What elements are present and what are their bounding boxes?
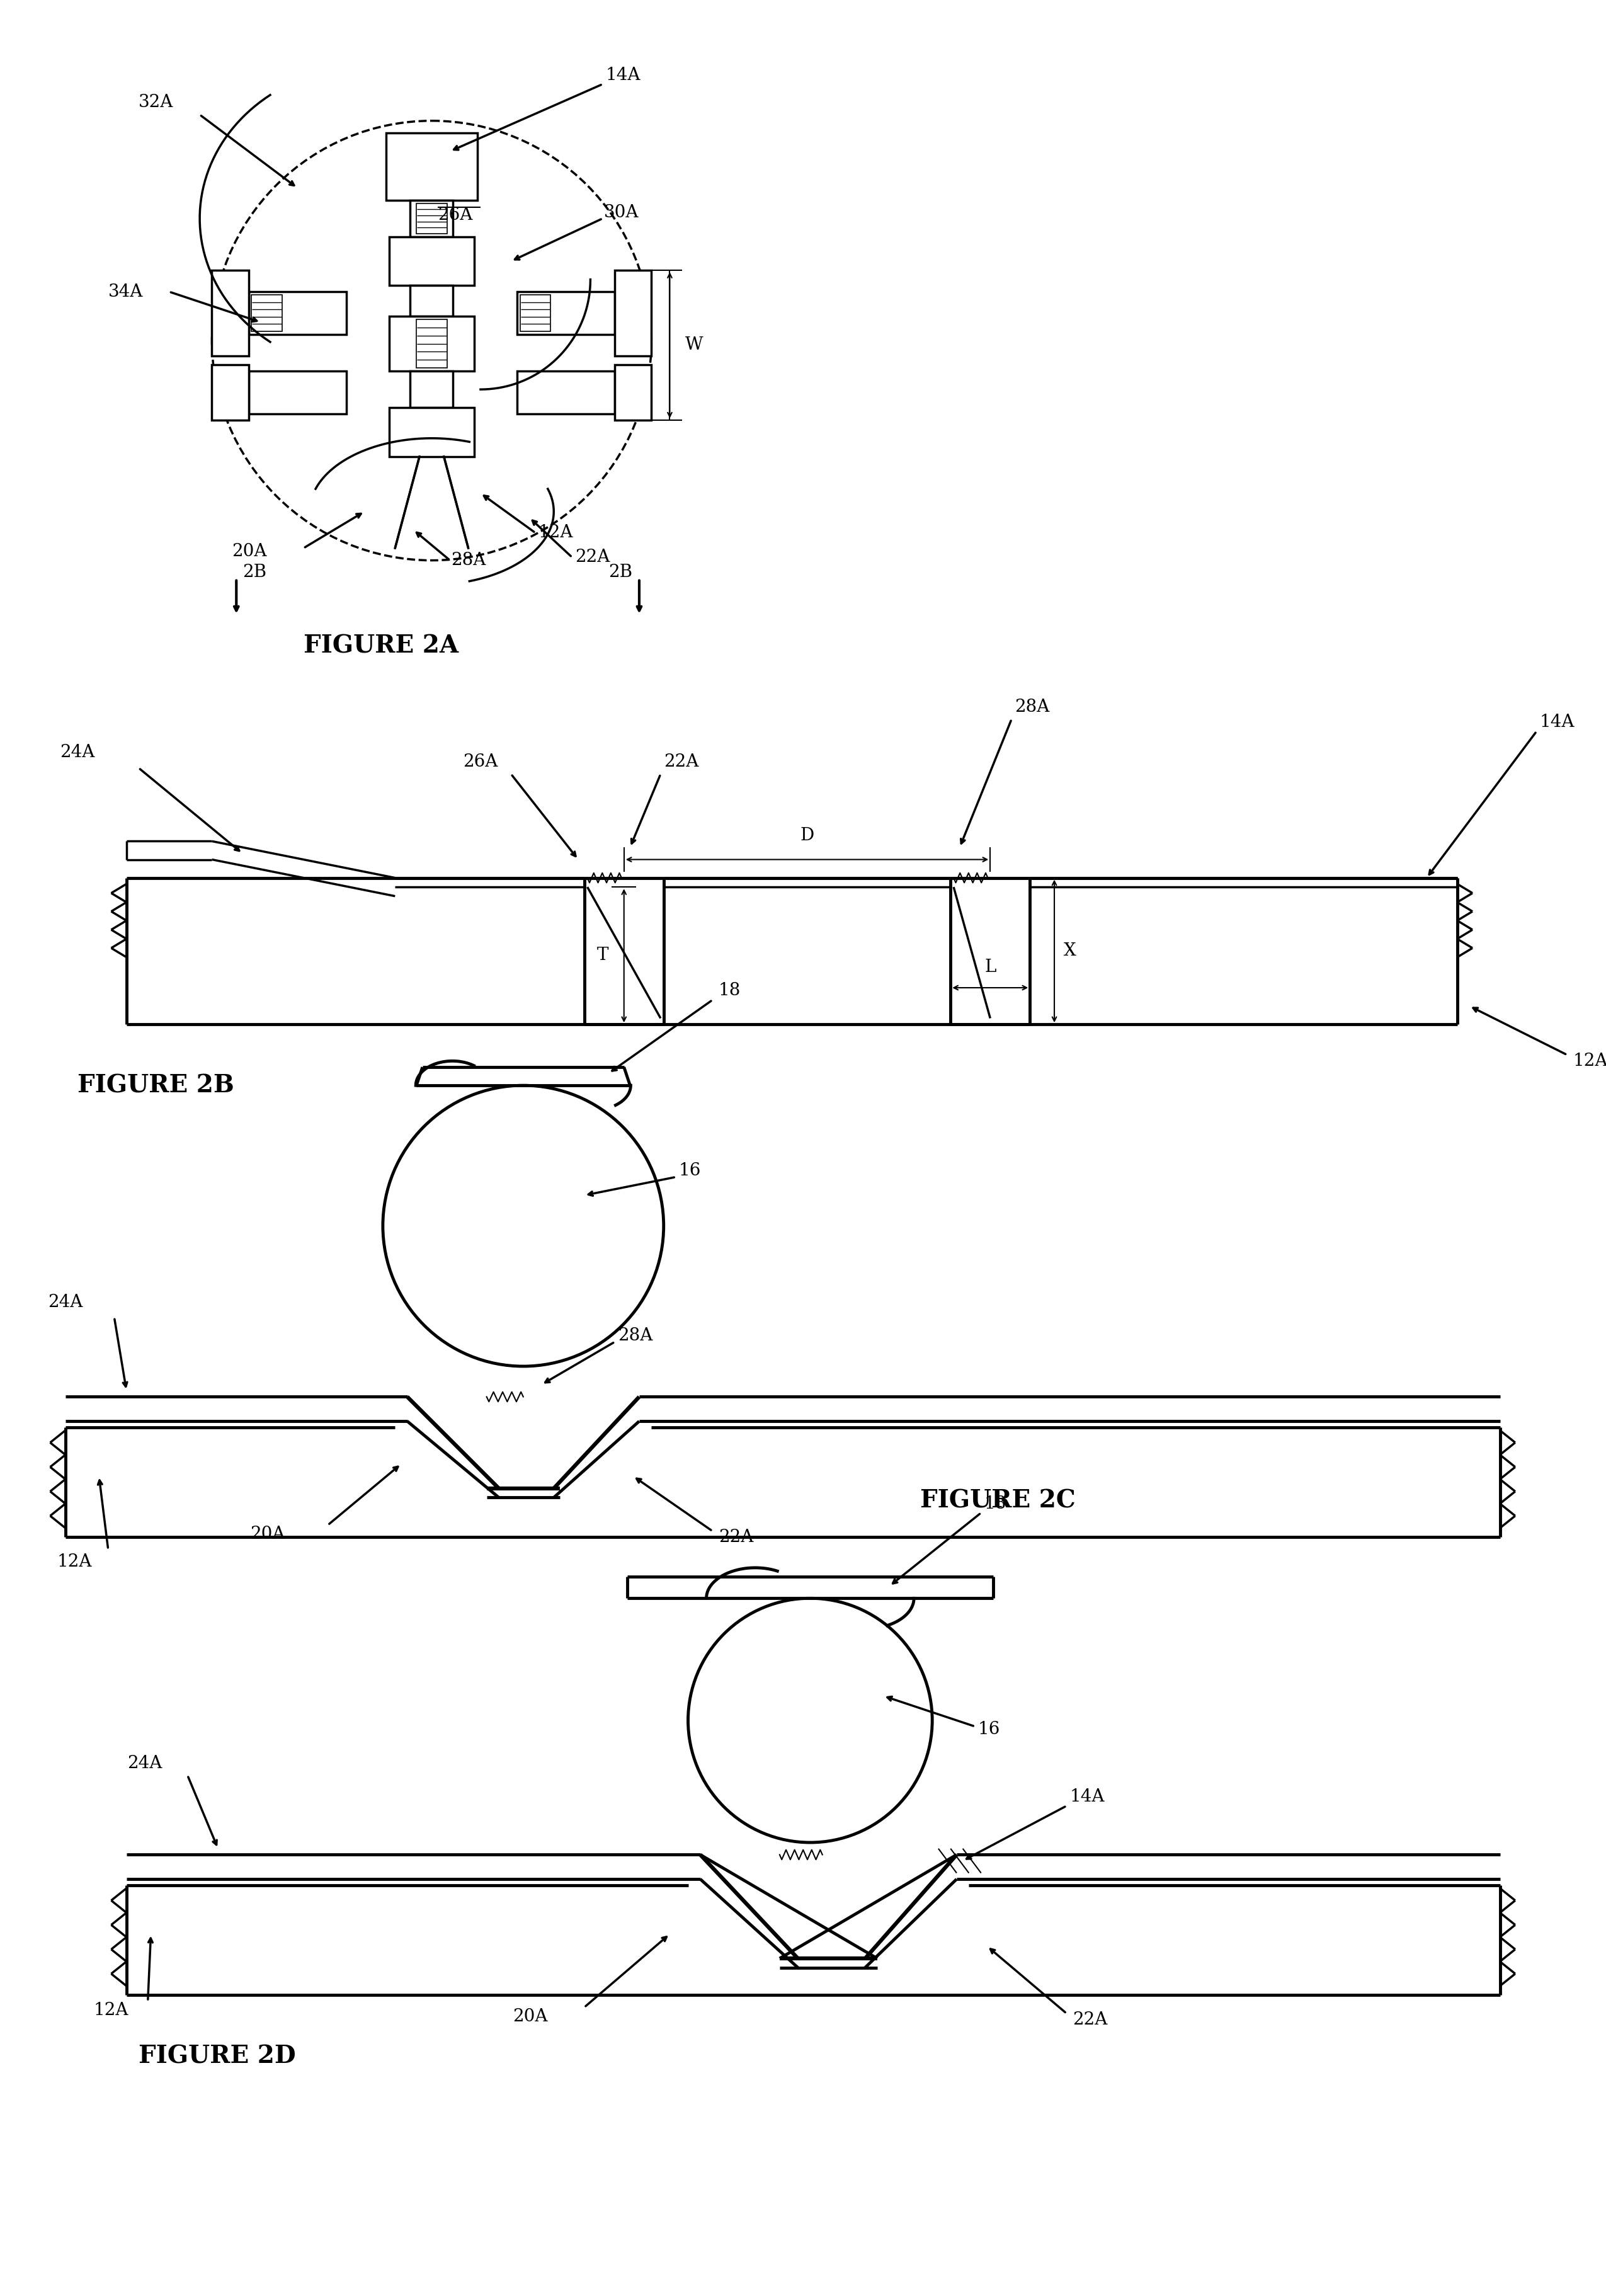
Bar	[389, 409, 474, 457]
Text: FIGURE 2D: FIGURE 2D	[138, 2043, 296, 2069]
Bar	[520, 294, 551, 331]
Bar	[416, 319, 446, 367]
Text: 28A: 28A	[618, 1327, 652, 1343]
Text: 22A: 22A	[718, 1529, 753, 1545]
Text: 28A: 28A	[1015, 698, 1050, 716]
Text: W: W	[686, 335, 703, 354]
Bar	[615, 365, 652, 420]
Bar	[212, 271, 249, 356]
Text: 18: 18	[984, 1495, 1007, 1513]
Text: 20A: 20A	[231, 542, 267, 560]
Bar	[416, 204, 446, 234]
Text: 30A: 30A	[604, 204, 639, 220]
Text: FIGURE 2B: FIGURE 2B	[77, 1075, 234, 1097]
Bar	[410, 200, 453, 236]
Bar	[212, 365, 249, 420]
Text: 22A: 22A	[1073, 2011, 1108, 2027]
Text: 18: 18	[718, 983, 740, 999]
Bar	[410, 372, 453, 409]
Bar	[410, 285, 453, 317]
Text: 20A: 20A	[512, 2009, 548, 2025]
Text: T: T	[597, 946, 609, 964]
Text: X: X	[1063, 944, 1076, 960]
Text: 34A: 34A	[108, 282, 143, 301]
Bar	[252, 294, 283, 331]
Text: L: L	[984, 957, 996, 976]
Text: 24A: 24A	[127, 1754, 162, 1773]
Bar	[389, 236, 474, 285]
Text: 28A: 28A	[451, 551, 487, 569]
Text: 12A: 12A	[58, 1552, 92, 1570]
Text: D: D	[800, 827, 814, 845]
Text: 26A: 26A	[438, 207, 472, 225]
Text: 12A: 12A	[93, 2002, 128, 2018]
Bar	[389, 317, 474, 372]
Text: 12A: 12A	[538, 523, 573, 542]
Text: 24A: 24A	[48, 1293, 84, 1311]
Text: 22A: 22A	[663, 753, 699, 771]
Text: 24A: 24A	[59, 744, 95, 762]
Bar	[385, 133, 477, 200]
Text: 26A: 26A	[463, 753, 498, 771]
Bar	[517, 372, 615, 413]
Text: 14A: 14A	[1070, 1789, 1105, 1805]
Text: 12A: 12A	[1574, 1052, 1606, 1070]
Text: 14A: 14A	[605, 67, 641, 83]
Text: 16: 16	[679, 1162, 702, 1180]
Text: FIGURE 2C: FIGURE 2C	[920, 1488, 1076, 1513]
Text: 32A: 32A	[138, 94, 173, 110]
Text: 2B: 2B	[243, 565, 267, 581]
Text: 14A: 14A	[1540, 714, 1574, 730]
Text: FIGURE 2A: FIGURE 2A	[304, 634, 458, 657]
Bar	[517, 292, 615, 335]
Bar	[615, 271, 652, 356]
Bar	[249, 292, 347, 335]
Text: 16: 16	[978, 1722, 1001, 1738]
Text: 22A: 22A	[575, 549, 610, 565]
Bar	[249, 372, 347, 413]
Text: 2B: 2B	[609, 565, 633, 581]
Text: 20A: 20A	[251, 1525, 286, 1543]
